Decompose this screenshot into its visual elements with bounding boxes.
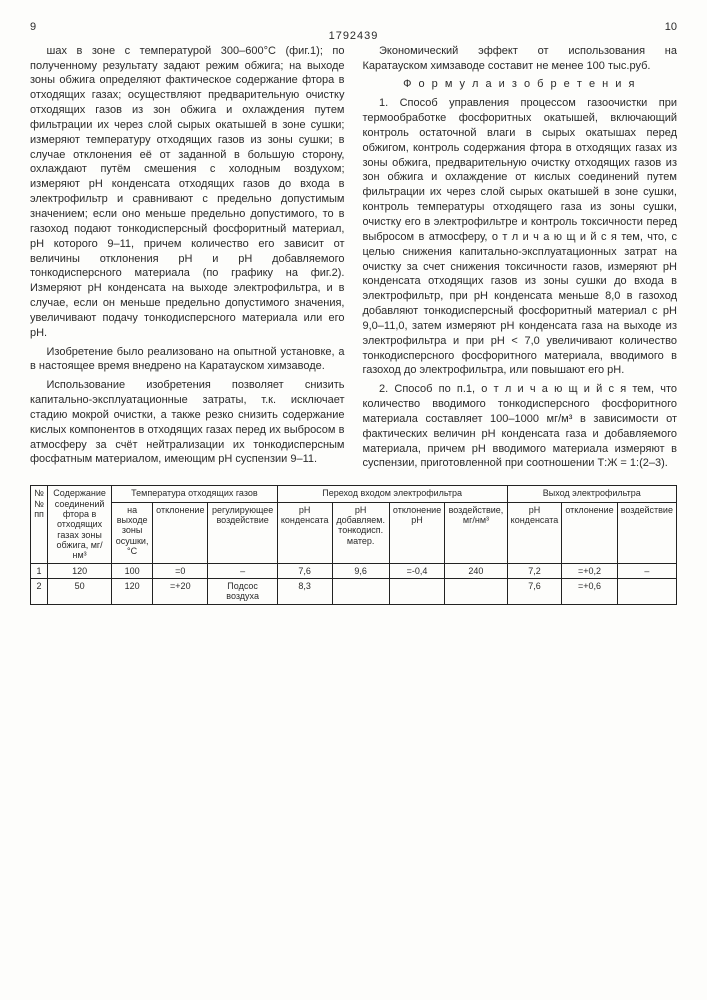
left-para-3: Использование изобретения позволяет сниз… [30,378,345,467]
left-para-2: Изобретение было реализовано на опытной … [30,345,345,375]
table-header-row-1: №№ пп Содержание соединений фтора в отхо… [31,486,677,502]
sub-in-dev: отклонение pH [389,502,445,563]
sub-out-act: воздействие [617,502,676,563]
formula-title: Ф о р м у л а и з о б р е т е н и я [363,77,678,92]
document-number: 1792439 [30,29,677,44]
left-para-1: шах в зоне с температурой 300–600°С (фиг… [30,44,345,341]
sub-in-add: pH добавляем. тонкодисп. матер. [332,502,389,563]
sub-out-dev: отклонение [562,502,617,563]
data-table: №№ пп Содержание соединений фтора в отхо… [30,485,677,604]
col-efout-group: Выход электрофильтра [507,486,676,502]
sub-in-act: воздействие, мг/нм³ [445,502,507,563]
right-para-1: Экономический эффект от использования на… [363,44,678,74]
col-num: №№ пп [31,486,48,563]
claim-1: 1. Способ управления процессом газоочист… [363,96,678,378]
page-right-num: 10 [665,20,677,35]
sub-out-ph: pH конденсата [507,502,562,563]
table-header-row-2: на выходе зоны осушки, °С отклонение рег… [31,502,677,563]
sub-temp-out: на выходе зоны осушки, °С [112,502,153,563]
page-left-num: 9 [30,20,36,35]
body-columns: шах в зоне с температурой 300–600°С (фиг… [30,44,677,474]
table-row: 1 120 100 =0 – 7,6 9,6 =-0,4 240 7,2 =+0… [31,563,677,578]
claim-2: 2. Способ по п.1, о т л и ч а ю щ и й с … [363,382,678,471]
sub-temp-act: регулирующее воздействие [208,502,277,563]
sub-temp-dev: отклонение [153,502,208,563]
col-efin-group: Переход входом электрофильтра [277,486,507,502]
col-fluorine: Содержание соединений фтора в отходящих … [48,486,112,563]
table-row: 2 50 120 =+20 Подсос воздуха 8,3 7,6 =+0… [31,579,677,605]
col-temp-group: Температура отходящих газов [112,486,278,502]
sub-in-ph: pH конденсата [277,502,332,563]
